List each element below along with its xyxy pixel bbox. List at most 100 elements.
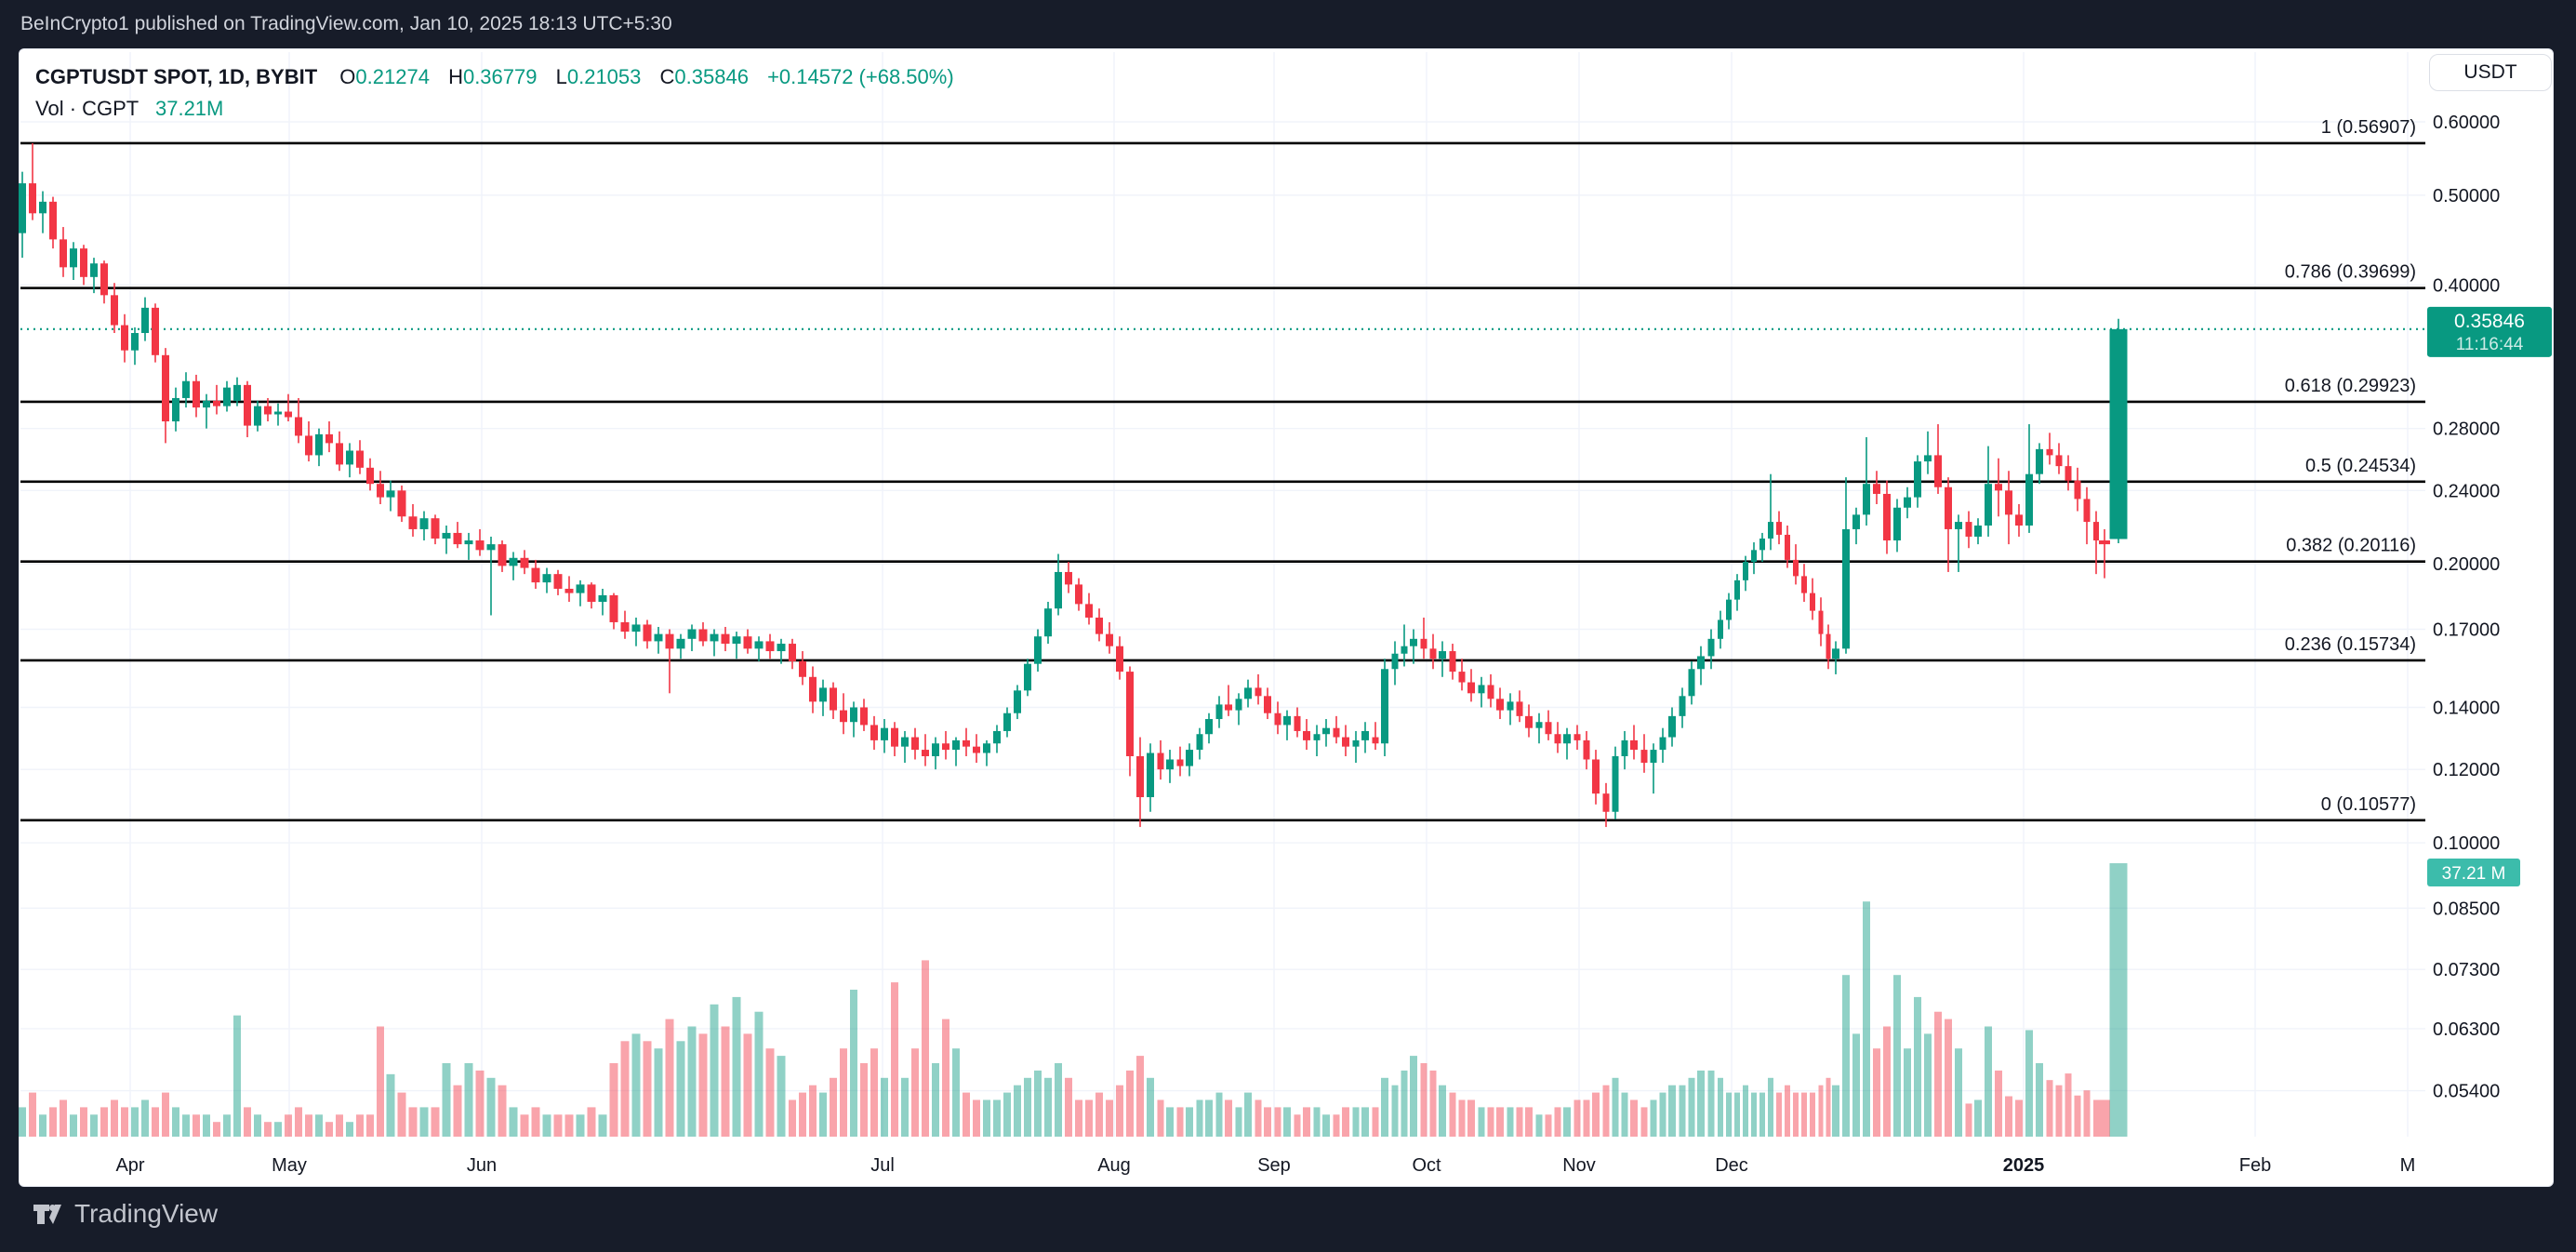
volume-bar	[1751, 1092, 1757, 1137]
volume-bar	[1924, 1033, 1932, 1137]
candle-body	[1516, 701, 1523, 716]
candle-body	[710, 633, 719, 642]
volume-bar	[1826, 1077, 1831, 1137]
volume-bar	[963, 1092, 970, 1137]
candle-body	[891, 727, 898, 747]
volume-bar	[1478, 1107, 1485, 1137]
candle-body	[2005, 490, 2012, 515]
volume-bar	[1965, 1103, 1972, 1137]
candle-body	[983, 743, 990, 753]
candle-body	[305, 435, 312, 456]
candle-body	[356, 450, 364, 468]
candle-body	[542, 574, 551, 583]
volume-bar	[1776, 1092, 1782, 1137]
candle-body	[952, 739, 960, 751]
candle-body	[1914, 461, 1921, 498]
volume-bar	[901, 1077, 909, 1137]
volume-bar	[244, 1107, 251, 1137]
volume-bar	[1507, 1107, 1514, 1137]
volume-bar	[19, 1107, 26, 1137]
candle-body	[1126, 672, 1134, 756]
currency-toggle-button[interactable]: USDT	[2429, 54, 2552, 91]
price-tick-label: 0.20000	[2433, 554, 2500, 575]
volume-bar	[233, 1015, 241, 1137]
volume-bar	[2099, 1099, 2110, 1137]
volume-legend[interactable]: Vol · CGPT 37.21M	[35, 97, 223, 121]
candle-body	[274, 411, 282, 415]
volume-bar	[1410, 1056, 1417, 1137]
volume-bar	[1852, 1033, 1860, 1137]
candle-body	[1650, 750, 1657, 764]
candle-body	[80, 248, 87, 277]
candle-body	[1793, 559, 1799, 577]
volume-bar	[111, 1099, 118, 1137]
candle-body	[295, 417, 302, 436]
candle-body	[1352, 739, 1360, 747]
volume-bar	[1439, 1085, 1446, 1137]
volume-bar	[1793, 1092, 1799, 1137]
open-value: 0.21274	[355, 65, 430, 88]
volume-badge	[2427, 859, 2520, 886]
candle-body	[643, 624, 652, 642]
volume-bar	[1583, 1099, 1590, 1137]
low-label: L	[555, 65, 567, 88]
candle-body	[1945, 486, 1952, 529]
candle-body	[2065, 466, 2072, 481]
volume-bar	[408, 1107, 418, 1137]
candle-body	[1157, 753, 1164, 770]
fib-level-label: 1 (0.56907)	[2321, 117, 2416, 138]
candle-body	[1205, 719, 1213, 735]
volume-bar	[29, 1092, 36, 1137]
candle-body	[830, 687, 837, 711]
candle-body	[1458, 672, 1466, 683]
volume-bar	[152, 1107, 159, 1137]
candle-body	[121, 325, 128, 351]
volume-bar	[1893, 975, 1901, 1137]
volume-bar	[1255, 1099, 1262, 1137]
candle-body	[1075, 584, 1082, 605]
volume-bar	[983, 1099, 990, 1137]
volume-bar	[1697, 1070, 1705, 1137]
candle-body	[789, 644, 796, 661]
volume-bar	[162, 1092, 169, 1137]
attribution-text: BeInCrypto1 published on TradingView.com…	[20, 13, 672, 34]
candle-body	[141, 307, 149, 334]
volume-bar	[1563, 1107, 1571, 1137]
candle-body	[777, 644, 786, 652]
volume-bar	[254, 1114, 261, 1137]
candle-body	[464, 540, 473, 545]
volume-bar	[743, 1033, 752, 1137]
symbol-legend[interactable]: CGPTUSDT SPOT, 1D, BYBIT O0.21274 H0.367…	[35, 65, 954, 89]
time-axis-label: Nov	[1562, 1155, 1596, 1176]
volume-bar	[1458, 1099, 1466, 1137]
volume-bar	[1274, 1107, 1281, 1137]
volume-bar	[1985, 1026, 1992, 1137]
candle-body	[1525, 715, 1533, 728]
volume-bar	[1995, 1070, 2002, 1137]
volume-value: 37.21M	[154, 97, 224, 120]
volume-bar	[1718, 1077, 1723, 1137]
volume-bar	[1914, 996, 1921, 1137]
candle-body	[1688, 669, 1695, 697]
high-value: 0.36779	[462, 65, 538, 88]
candle-body	[1679, 696, 1686, 716]
candle-body	[285, 411, 292, 418]
volume-bar	[1420, 1063, 1427, 1137]
volume-bar	[397, 1092, 406, 1137]
volume-bar	[1785, 1085, 1790, 1137]
candle-body	[131, 333, 139, 351]
candle-body	[1255, 687, 1262, 697]
tradingview-logo-icon	[33, 1205, 61, 1224]
volume-bar	[1381, 1077, 1388, 1137]
volume-bar	[609, 1063, 618, 1137]
volume-bar	[336, 1114, 343, 1137]
volume-bar	[1688, 1077, 1695, 1137]
tradingview-watermark[interactable]: TradingView	[32, 1198, 218, 1230]
price-tick-label: 0.10000	[2433, 833, 2500, 854]
low-value: 0.21053	[566, 65, 642, 88]
volume-bar	[1095, 1092, 1103, 1137]
candle-body	[1659, 737, 1666, 751]
candle-body	[1985, 484, 1992, 526]
candle-body	[1055, 571, 1062, 609]
